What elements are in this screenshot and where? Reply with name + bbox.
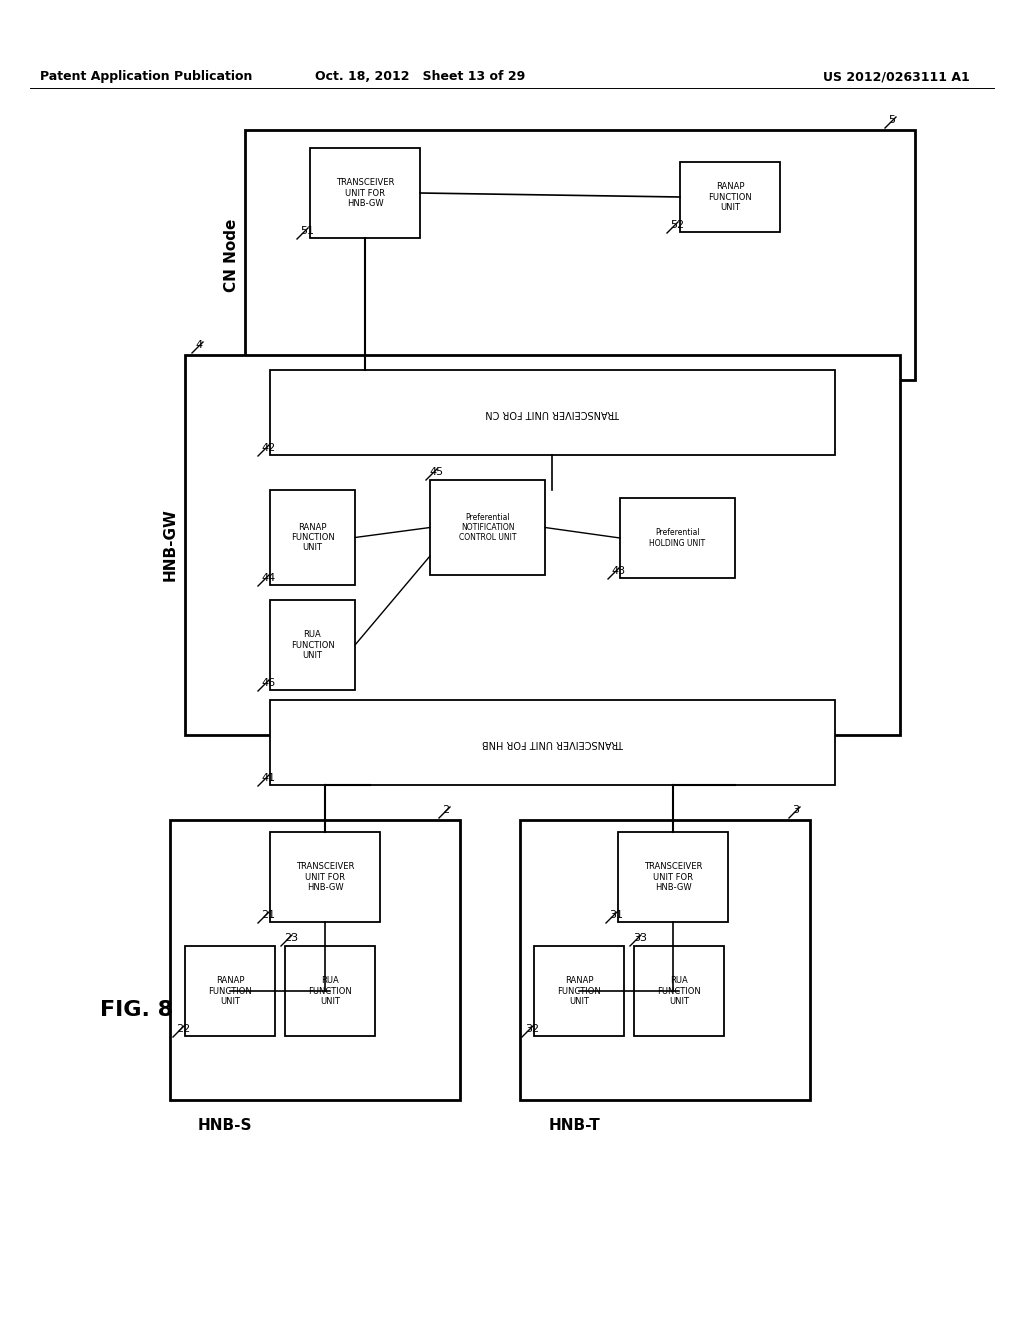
Text: CN Node: CN Node [224, 218, 240, 292]
Text: RANAP
FUNCTION
UNIT: RANAP FUNCTION UNIT [208, 975, 252, 1006]
Text: FIG. 8: FIG. 8 [100, 1001, 173, 1020]
Bar [310, 148, 420, 238]
Text: 41: 41 [261, 774, 275, 783]
Text: 23: 23 [284, 933, 298, 942]
Text: TRANSCEIVER
UNIT FOR
HNB-GW: TRANSCEIVER UNIT FOR HNB-GW [296, 862, 354, 892]
Text: Oct. 18, 2012   Sheet 13 of 29: Oct. 18, 2012 Sheet 13 of 29 [314, 70, 525, 83]
Bar [520, 820, 810, 1100]
Text: 42: 42 [261, 444, 275, 453]
Bar [270, 490, 355, 585]
Text: RANAP
FUNCTION
UNIT: RANAP FUNCTION UNIT [557, 975, 601, 1006]
Text: 21: 21 [261, 909, 275, 920]
Bar [285, 946, 375, 1036]
Text: 52: 52 [670, 220, 684, 230]
Bar [680, 162, 780, 232]
Text: TRANSCEIVER UNIT FOR HNB: TRANSCEIVER UNIT FOR HNB [481, 738, 624, 747]
Text: Preferential
HOLDING UNIT: Preferential HOLDING UNIT [649, 528, 706, 548]
Bar [270, 832, 380, 921]
Text: HNB-S: HNB-S [198, 1118, 252, 1133]
Text: 3: 3 [792, 805, 799, 814]
Text: Patent Application Publication: Patent Application Publication [40, 70, 252, 83]
Bar [185, 946, 275, 1036]
Text: 51: 51 [300, 226, 314, 236]
Bar [270, 700, 835, 785]
Text: TRANSCEIVER
UNIT FOR
HNB-GW: TRANSCEIVER UNIT FOR HNB-GW [644, 862, 702, 892]
Text: HNB-GW: HNB-GW [163, 508, 177, 581]
Text: RANAP
FUNCTION
UNIT: RANAP FUNCTION UNIT [709, 182, 752, 213]
Bar [534, 946, 624, 1036]
Bar [185, 355, 900, 735]
Text: US 2012/0263111 A1: US 2012/0263111 A1 [823, 70, 970, 83]
Bar [270, 370, 835, 455]
Bar [620, 498, 735, 578]
Text: RUA
FUNCTION
UNIT: RUA FUNCTION UNIT [657, 975, 700, 1006]
Text: 22: 22 [176, 1024, 190, 1034]
Text: 5: 5 [888, 115, 895, 125]
Bar [634, 946, 724, 1036]
Bar [245, 129, 915, 380]
Text: 4: 4 [195, 341, 202, 350]
Bar [618, 832, 728, 921]
Text: 2: 2 [442, 805, 450, 814]
Text: 44: 44 [261, 573, 275, 583]
Text: 33: 33 [633, 933, 647, 942]
Bar [270, 601, 355, 690]
Text: RANAP
FUNCTION
UNIT: RANAP FUNCTION UNIT [291, 523, 335, 552]
Text: RUA
FUNCTION
UNIT: RUA FUNCTION UNIT [308, 975, 352, 1006]
Text: 31: 31 [609, 909, 623, 920]
Text: TRANSCEIVER UNIT FOR CN: TRANSCEIVER UNIT FOR CN [485, 408, 620, 417]
Text: 46: 46 [261, 678, 275, 688]
Bar [430, 480, 545, 576]
Text: HNB-T: HNB-T [549, 1118, 601, 1133]
Text: RUA
FUNCTION
UNIT: RUA FUNCTION UNIT [291, 630, 335, 660]
Bar [170, 820, 460, 1100]
Text: 43: 43 [611, 566, 625, 576]
Text: Preferential
NOTIFICATION
CONTROL UNIT: Preferential NOTIFICATION CONTROL UNIT [459, 512, 516, 543]
Text: TRANSCEIVER
UNIT FOR
HNB-GW: TRANSCEIVER UNIT FOR HNB-GW [336, 178, 394, 209]
Text: 32: 32 [525, 1024, 539, 1034]
Text: 45: 45 [429, 467, 443, 477]
